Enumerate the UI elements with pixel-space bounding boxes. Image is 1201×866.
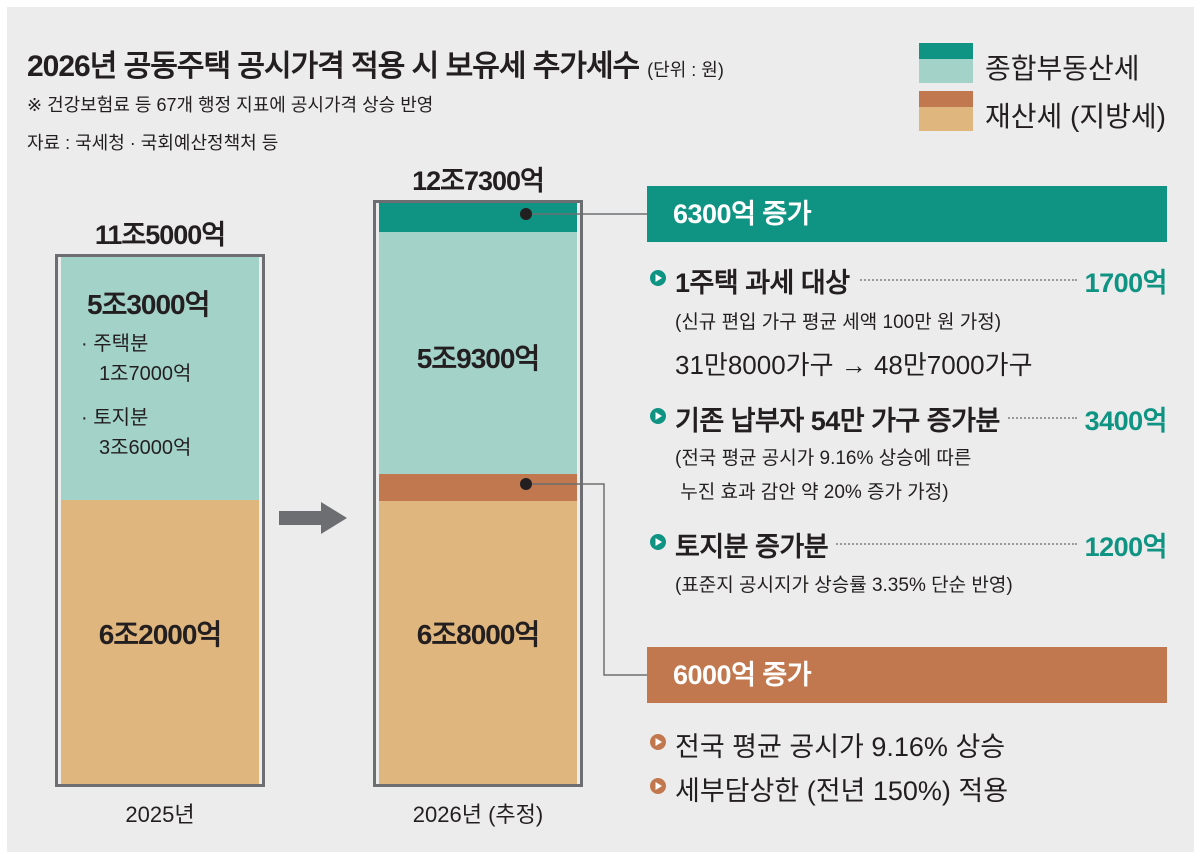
bar-2026 [373, 200, 583, 787]
bar-segment-2026-property [379, 501, 577, 784]
comprehensive-increase-banner: 6300억 증가 [647, 186, 1167, 242]
item-detail: (표준지 공시지가 상승률 3.35% 단순 반영) [675, 575, 1013, 596]
item-detail: (전국 평균 공시가 9.16% 상승에 따른 [675, 448, 972, 469]
source-text: 자료 : 국세청 · 국회예산정책처 등 [27, 133, 279, 153]
legend-item-property: 재산세 (지방세) [919, 91, 1169, 132]
item-value: 1200억 [1078, 525, 1168, 564]
property-increase-banner: 6000억 증가 [647, 647, 1167, 703]
comprehensive-item-2: 기존 납부자 54만 가구 증가분 3400억 [649, 399, 1168, 438]
category-label-2025: 2025년 [125, 802, 195, 827]
chart-title: 2026년 공동주택 공시가격 적용 시 보유세 추가세수 (단위 : 원) [27, 41, 724, 85]
property-item-label: 세부담상한 (전년 150%) 적용 [675, 776, 1009, 806]
segment-label-2026-comprehensive: 5조9300억 [416, 343, 540, 374]
footnote: ※ 건강보험료 등 67개 행정 지표에 공시가격 상승 반영 [27, 95, 434, 115]
legend-swatch-property [919, 91, 973, 131]
breakdown-label-housing: · 주택분 [81, 333, 149, 355]
unit-label: (단위 : 원) [647, 60, 724, 80]
item-value: 3400억 [1078, 399, 1168, 438]
item-detail: (신규 편입 가구 평균 세액 100만 원 가정) [675, 312, 1002, 333]
category-label-2026: 2026년 (추정) [412, 802, 544, 827]
play-bullet-icon [650, 734, 666, 750]
right-arrow-icon [279, 502, 347, 534]
play-bullet-icon [650, 408, 666, 424]
breakdown-value-land: 3조6000억 [99, 437, 192, 459]
legend-swatch-comprehensive [919, 43, 973, 83]
segment-label-2025-property: 6조2000억 [98, 619, 222, 650]
bar-segment-2026-comprehensive [379, 231, 577, 474]
households-change: 31만8000가구 → 48만7000가구 [675, 350, 1033, 380]
legend-label: 재산세 (지방세) [985, 101, 1166, 132]
play-bullet-icon [650, 534, 666, 550]
connector-line-property [526, 483, 647, 676]
comprehensive-item-3: 토지분 증가분 1200억 [649, 525, 1168, 564]
item-label: 1주택 과세 대상 [675, 261, 858, 300]
breakdown-label-land: · 토지분 [81, 407, 149, 429]
total-label-2026: 12조7300억 [412, 166, 545, 196]
item-label: 기존 납부자 54만 가구 증가분 [675, 399, 1008, 438]
title-text: 2026년 공동주택 공시가격 적용 시 보유세 추가세수 [27, 50, 640, 83]
bar-segment-2026-comprehensive-increase [379, 203, 577, 232]
bar-segment-2026-property-increase [379, 473, 577, 502]
play-bullet-icon [650, 778, 666, 794]
comprehensive-item-1: 1주택 과세 대상 1700억 [649, 261, 1168, 300]
connector-dot-property [520, 478, 532, 490]
segment-label-2025-comprehensive: 5조3000억 [87, 289, 210, 320]
legend-label: 종합부동산세 [985, 53, 1140, 84]
item-detail: 누진 효과 감안 약 20% 증가 가정) [675, 482, 949, 503]
play-bullet-icon [650, 270, 666, 286]
infographic: 2026년 공동주택 공시가격 적용 시 보유세 추가세수 (단위 : 원) ※ … [7, 7, 1194, 852]
bar-2025 [55, 254, 265, 787]
connector-dot-comprehensive [520, 208, 532, 220]
connector-lines [520, 208, 647, 676]
bar-segment-2025-comprehensive [61, 257, 259, 500]
item-value: 1700억 [1078, 261, 1168, 300]
dotted-leader [709, 279, 1077, 281]
dotted-leader [709, 543, 1077, 545]
bar-segment-2025-property [61, 499, 259, 784]
total-label-2025: 11조5000억 [94, 220, 226, 250]
item-label: 토지분 증가분 [675, 525, 837, 564]
legend-item-comprehensive: 종합부동산세 [919, 43, 1169, 84]
property-item-label: 전국 평균 공시가 9.16% 상승 [675, 732, 1006, 762]
breakdown-value-housing: 1조7000억 [99, 363, 192, 385]
segment-label-2026-property: 6조8000억 [416, 619, 540, 650]
